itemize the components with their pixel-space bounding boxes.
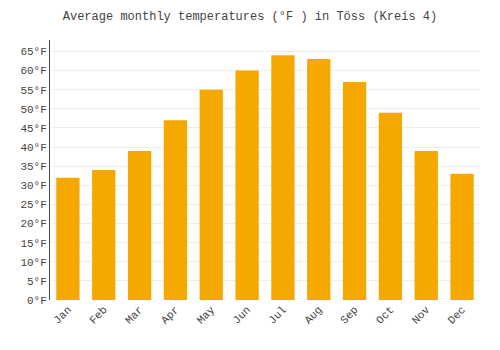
svg-text:Average monthly temperatures (: Average monthly temperatures (°F ) in Tö… [63,10,437,24]
svg-text:25°F: 25°F [20,199,46,211]
svg-text:Dec: Dec [446,304,468,326]
svg-text:45°F: 45°F [20,123,46,135]
svg-text:35°F: 35°F [20,161,46,173]
svg-text:40°F: 40°F [20,142,46,154]
svg-text:Sep: Sep [338,304,360,326]
svg-text:65°F: 65°F [20,46,46,58]
svg-text:Mar: Mar [123,304,145,326]
svg-text:50°F: 50°F [20,104,46,116]
svg-text:5°F: 5°F [27,276,47,288]
svg-text:Jan: Jan [51,304,73,326]
svg-text:May: May [195,304,218,327]
svg-text:Jun: Jun [231,304,253,326]
svg-text:55°F: 55°F [20,85,46,97]
svg-text:Feb: Feb [87,304,109,326]
svg-text:0°F: 0°F [27,295,47,307]
svg-text:60°F: 60°F [20,65,46,77]
svg-text:Nov: Nov [410,304,433,327]
svg-text:15°F: 15°F [20,238,46,250]
svg-text:30°F: 30°F [20,180,46,192]
svg-text:Aug: Aug [302,304,324,326]
svg-text:Oct: Oct [374,304,396,326]
svg-text:20°F: 20°F [20,218,46,230]
svg-text:10°F: 10°F [20,257,46,269]
svg-text:Apr: Apr [159,304,181,326]
svg-text:Jul: Jul [266,304,288,326]
